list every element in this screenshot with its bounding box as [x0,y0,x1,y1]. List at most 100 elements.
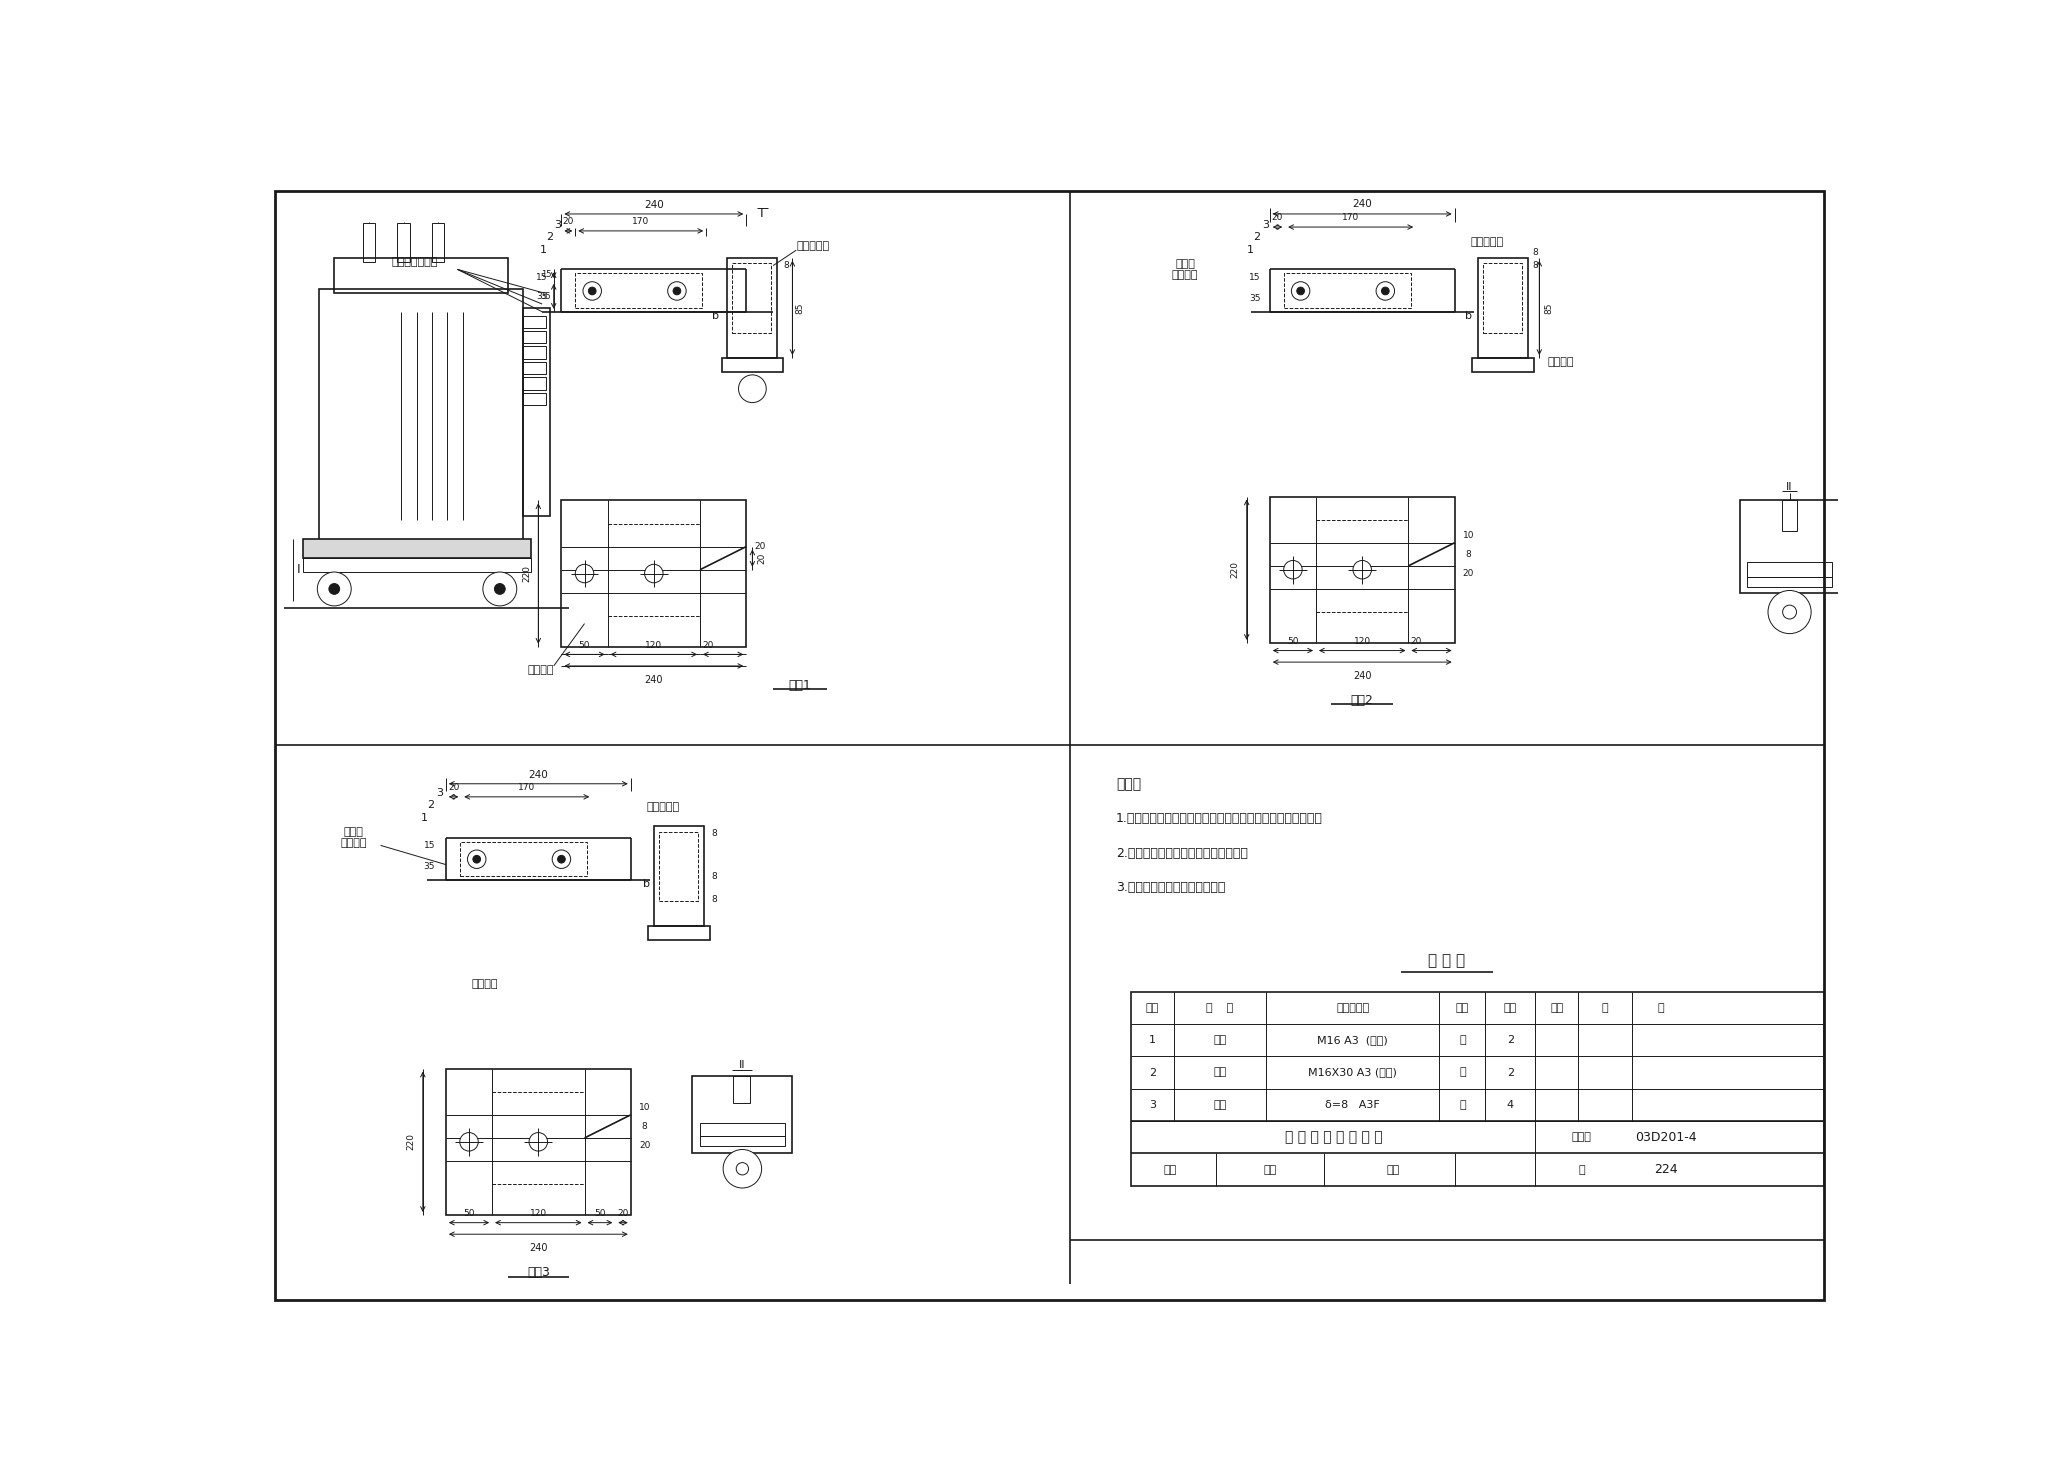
Circle shape [1382,288,1389,295]
Text: 锂板: 锂板 [1212,1100,1227,1109]
Circle shape [668,282,686,301]
Circle shape [553,850,571,869]
Text: 3.本图以外的方案可仿此制作。: 3.本图以外的方案可仿此制作。 [1116,881,1225,894]
Bar [659,832,698,901]
Text: 型号及规格: 型号及规格 [1335,1003,1370,1013]
Text: 170: 170 [633,217,649,226]
Text: 编号: 编号 [1145,1003,1159,1013]
Circle shape [494,584,506,594]
Circle shape [467,850,485,869]
Text: 220: 220 [522,565,530,583]
Text: 8: 8 [641,1122,647,1131]
Text: 20: 20 [702,640,713,649]
Text: 螺母: 螺母 [1212,1035,1227,1046]
Bar [522,347,547,358]
Text: 说明：: 说明： [1116,777,1141,791]
Text: 240: 240 [528,770,549,779]
Circle shape [528,1133,547,1150]
Circle shape [739,375,766,403]
Text: M16X30 A3 (镀锤): M16X30 A3 (镀锤) [1309,1068,1397,1078]
Text: 2: 2 [1507,1068,1513,1078]
Bar [522,308,549,516]
Text: 120: 120 [645,640,662,649]
Text: 2: 2 [426,801,434,810]
Text: 170: 170 [1341,214,1360,223]
Text: 注: 注 [1657,1003,1663,1013]
Text: 15: 15 [1249,273,1262,282]
Bar [522,392,547,406]
Circle shape [317,572,350,606]
Text: 50: 50 [594,1210,606,1218]
Text: 20: 20 [563,217,573,226]
Bar [700,1122,784,1136]
Text: 170: 170 [518,783,535,792]
Bar [575,273,702,308]
Circle shape [645,565,664,583]
Bar [561,500,745,646]
Circle shape [674,288,680,295]
Bar [522,316,547,327]
Bar [446,1069,631,1215]
Text: 20: 20 [1462,569,1475,578]
Bar [700,1136,784,1146]
Text: 2: 2 [1253,232,1260,242]
Bar [362,223,375,261]
Circle shape [461,1133,479,1150]
Text: 方案3: 方案3 [526,1266,549,1279]
Circle shape [1767,590,1810,634]
Text: 预埋钢板: 预埋钢板 [526,665,553,674]
Text: 变压器底座: 变压器底座 [797,242,829,251]
Bar [1479,258,1528,358]
Circle shape [723,1149,762,1187]
Text: I: I [297,563,299,577]
Text: 20: 20 [1411,637,1421,646]
Bar [733,263,770,332]
Text: 1: 1 [1247,245,1253,255]
Text: 4: 4 [1507,1100,1513,1109]
Bar [461,842,588,876]
Circle shape [1354,560,1372,580]
Text: 3: 3 [1149,1100,1155,1109]
Text: 220: 220 [408,1133,416,1150]
Text: 页次: 页次 [1550,1003,1563,1013]
Text: 2.明细表中的数量为一个压套的数量。: 2.明细表中的数量为一个压套的数量。 [1116,847,1247,860]
Bar [1284,273,1411,308]
Bar [522,378,547,389]
Text: 2: 2 [1507,1035,1513,1046]
Bar [1739,500,1839,593]
Text: 240: 240 [1352,199,1372,209]
Circle shape [1296,288,1305,295]
Text: 2: 2 [1149,1068,1155,1078]
Text: 变 压 器 抗 震 加 固 图: 变 压 器 抗 震 加 固 图 [1284,1130,1382,1145]
Text: 块: 块 [1458,1100,1466,1109]
Bar [522,330,547,344]
Bar [1747,577,1831,587]
Circle shape [483,572,516,606]
Text: 10: 10 [1462,531,1475,540]
Bar [303,558,530,572]
Circle shape [575,565,594,583]
Text: δ=8   A3F: δ=8 A3F [1325,1100,1380,1109]
Bar [432,223,444,261]
Text: 3: 3 [1262,220,1270,230]
Text: 方案1: 方案1 [788,678,811,692]
Text: 85: 85 [1544,302,1552,314]
Text: 20: 20 [639,1142,651,1150]
Text: 20: 20 [616,1210,629,1218]
Text: 图集号: 图集号 [1571,1133,1591,1142]
Bar [721,358,782,372]
Text: 240: 240 [528,1243,547,1254]
Text: 预埋钢板: 预埋钢板 [471,979,498,988]
Circle shape [735,1162,748,1176]
Text: 120: 120 [1354,637,1370,646]
Text: 50: 50 [1288,637,1298,646]
Text: 1: 1 [1149,1035,1155,1046]
Text: 1: 1 [541,245,547,255]
Text: 数量: 数量 [1503,1003,1518,1013]
Text: 8: 8 [1532,248,1538,257]
Bar [653,826,705,926]
Bar [727,258,776,358]
Text: 明 细 表: 明 细 表 [1427,953,1466,969]
Bar [303,538,530,558]
Text: 螺母与
钢板塞焊: 螺母与 钢板塞焊 [1171,258,1198,280]
